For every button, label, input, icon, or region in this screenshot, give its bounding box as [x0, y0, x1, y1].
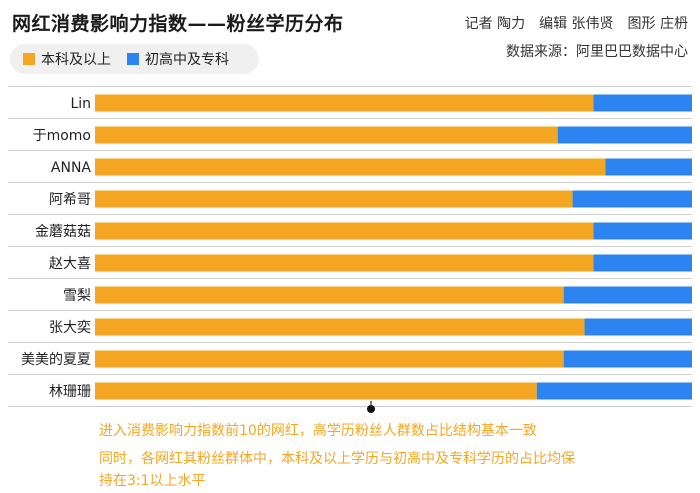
legend-item-series-2: 初高中及专科	[127, 49, 229, 69]
bar-segment-series-1	[95, 286, 564, 304]
legend-swatch-series-1	[23, 53, 35, 65]
legend-swatch-series-2	[127, 53, 139, 65]
page-title: 网红消费影响力指数——粉丝学历分布	[12, 13, 344, 35]
category-label: 雪梨	[63, 288, 91, 304]
category-label: 阿希哥	[49, 192, 91, 208]
category-label: 美美的夏夏	[21, 352, 91, 368]
category-label: Lin	[70, 96, 91, 112]
annotation-pointer-dot	[367, 405, 375, 413]
bar-segment-series-1	[95, 222, 594, 240]
category-label: 于momo	[33, 128, 91, 144]
bar-segment-series-1	[95, 350, 564, 368]
bar-segment-series-1	[95, 126, 558, 144]
legend-item-series-1: 本科及以上	[23, 49, 111, 69]
bar-segment-series-1	[95, 94, 594, 112]
bar-segment-series-1	[95, 190, 573, 208]
category-label: 林珊珊	[49, 384, 91, 400]
bar-segment-series-2	[593, 94, 692, 112]
bar-segment-series-2	[557, 126, 692, 144]
annotation-line-1: 进入消费影响力指数前10的网红，高学历粉丝人群数占比结构基本一致	[99, 423, 537, 439]
annotation-line-3: 持在3:1以上水平	[99, 473, 206, 489]
data-source: 数据来源：阿里巴巴数据中心	[506, 44, 688, 60]
bar-segment-series-2	[593, 222, 692, 240]
category-label: 张大奕	[49, 320, 91, 336]
bar-segment-series-2	[584, 318, 692, 336]
category-label: 金蘑菇菇	[35, 224, 91, 240]
bar-segment-series-2	[605, 158, 692, 176]
credits: 记者 陶力 编辑 张伟贤 图形 庄枬	[464, 16, 688, 32]
category-label: 赵大喜	[49, 256, 91, 272]
legend-label-series-2: 初高中及专科	[145, 52, 229, 68]
legend: 本科及以上 初高中及专科	[10, 44, 259, 74]
bar-segment-series-2	[593, 254, 692, 272]
bar-segment-series-2	[563, 286, 692, 304]
annotation-line-2: 同时，各网红其粉丝群体中，本科及以上学历与初高中及专科学历的占比均保	[99, 451, 575, 467]
bar-segment-series-1	[95, 158, 606, 176]
bar-segment-series-1	[95, 254, 594, 272]
bar-segment-series-2	[536, 382, 692, 400]
bar-segment-series-2	[563, 350, 692, 368]
bar-segment-series-2	[572, 190, 692, 208]
legend-label-series-1: 本科及以上	[41, 52, 111, 68]
bar-segment-series-1	[95, 318, 585, 336]
category-label: ANNA	[51, 160, 92, 176]
bar-segment-series-1	[95, 382, 537, 400]
